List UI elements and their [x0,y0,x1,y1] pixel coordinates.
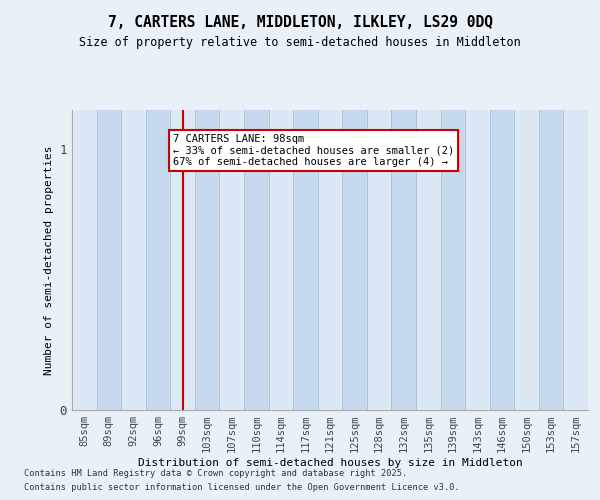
Bar [367,0,391,410]
Bar [195,0,220,410]
Y-axis label: Number of semi-detached properties: Number of semi-detached properties [44,145,54,375]
Bar [293,0,318,410]
Bar [72,0,97,410]
Text: Size of property relative to semi-detached houses in Middleton: Size of property relative to semi-detach… [79,36,521,49]
Text: Contains HM Land Registry data © Crown copyright and database right 2025.: Contains HM Land Registry data © Crown c… [24,468,407,477]
Bar [97,0,121,410]
Text: Contains public sector information licensed under the Open Government Licence v3: Contains public sector information licen… [24,484,460,492]
Bar [563,0,588,410]
Bar [440,0,465,410]
Bar [465,0,490,410]
Bar [244,0,269,410]
Bar [416,0,440,410]
Bar [220,0,244,410]
Bar [146,0,170,410]
Bar [490,0,514,410]
Bar [514,0,539,410]
Text: 7, CARTERS LANE, MIDDLETON, ILKLEY, LS29 0DQ: 7, CARTERS LANE, MIDDLETON, ILKLEY, LS29… [107,15,493,30]
Bar [391,0,416,410]
Bar [539,0,563,410]
Text: 7 CARTERS LANE: 98sqm
← 33% of semi-detached houses are smaller (2)
67% of semi-: 7 CARTERS LANE: 98sqm ← 33% of semi-deta… [173,134,454,167]
Bar [170,0,195,410]
Bar [342,0,367,410]
Bar [269,0,293,410]
Bar [121,0,146,410]
Bar [318,0,342,410]
X-axis label: Distribution of semi-detached houses by size in Middleton: Distribution of semi-detached houses by … [137,458,523,468]
